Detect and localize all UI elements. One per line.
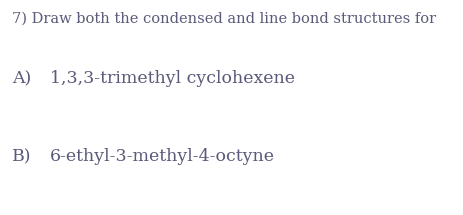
Text: 7) Draw both the condensed and line bond structures for: 7) Draw both the condensed and line bond… [12, 12, 436, 26]
Text: 6-ethyl-3-methyl-4-octyne: 6-ethyl-3-methyl-4-octyne [50, 148, 275, 165]
Text: B): B) [12, 148, 31, 165]
Text: A): A) [12, 70, 31, 87]
Text: 1,3,3-trimethyl cyclohexene: 1,3,3-trimethyl cyclohexene [50, 70, 295, 87]
